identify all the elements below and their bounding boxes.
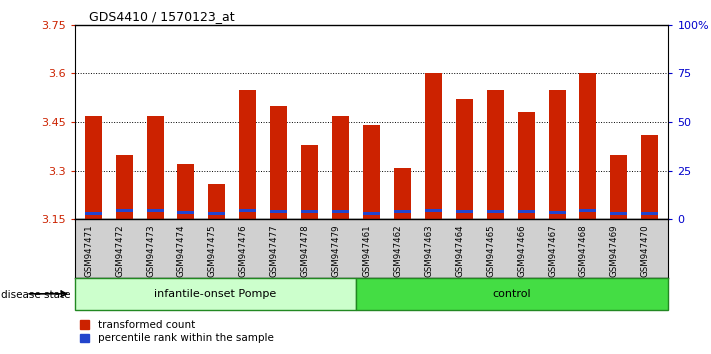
Text: GSM947466: GSM947466 bbox=[517, 224, 526, 277]
Text: GSM947478: GSM947478 bbox=[301, 224, 310, 277]
Bar bbox=[178, 164, 195, 219]
Bar bbox=[548, 90, 565, 219]
Text: GSM947470: GSM947470 bbox=[641, 224, 650, 277]
Text: GSM947464: GSM947464 bbox=[455, 224, 464, 277]
Text: GSM947475: GSM947475 bbox=[208, 224, 217, 277]
Bar bbox=[425, 73, 442, 219]
Bar bbox=[240, 209, 257, 212]
Bar bbox=[240, 90, 257, 219]
Text: GSM947461: GSM947461 bbox=[363, 224, 371, 277]
Text: GSM947465: GSM947465 bbox=[486, 224, 495, 277]
Bar bbox=[456, 99, 473, 219]
Text: disease state: disease state bbox=[1, 290, 71, 300]
Text: GSM947472: GSM947472 bbox=[115, 224, 124, 277]
Text: control: control bbox=[493, 289, 531, 299]
Bar bbox=[116, 209, 133, 212]
Bar bbox=[301, 145, 318, 219]
Bar bbox=[270, 210, 287, 213]
Bar bbox=[579, 73, 597, 219]
Text: GSM947462: GSM947462 bbox=[393, 224, 402, 277]
Bar bbox=[394, 167, 411, 219]
Text: GSM947469: GSM947469 bbox=[610, 224, 619, 277]
Bar bbox=[579, 209, 597, 212]
Bar bbox=[85, 212, 102, 215]
Bar bbox=[85, 116, 102, 219]
Bar bbox=[425, 209, 442, 212]
Bar bbox=[270, 106, 287, 219]
Text: GSM947468: GSM947468 bbox=[579, 224, 588, 277]
Bar bbox=[486, 210, 503, 213]
Bar bbox=[146, 116, 164, 219]
Bar bbox=[641, 212, 658, 215]
Bar bbox=[610, 212, 627, 215]
Legend: transformed count, percentile rank within the sample: transformed count, percentile rank withi… bbox=[80, 320, 274, 343]
Text: GSM947474: GSM947474 bbox=[177, 224, 186, 277]
Text: GSM947467: GSM947467 bbox=[548, 224, 557, 277]
Text: GSM947477: GSM947477 bbox=[269, 224, 279, 277]
Bar bbox=[363, 212, 380, 215]
Bar bbox=[518, 113, 535, 219]
Text: infantile-onset Pompe: infantile-onset Pompe bbox=[154, 289, 277, 299]
Text: GSM947476: GSM947476 bbox=[239, 224, 248, 277]
Bar bbox=[146, 209, 164, 212]
Bar bbox=[301, 210, 318, 213]
Bar bbox=[394, 210, 411, 213]
Bar bbox=[548, 211, 565, 214]
Bar bbox=[518, 210, 535, 213]
Bar bbox=[178, 211, 195, 214]
Bar bbox=[641, 135, 658, 219]
Text: GSM947473: GSM947473 bbox=[146, 224, 155, 277]
Bar bbox=[363, 125, 380, 219]
Text: GSM947471: GSM947471 bbox=[84, 224, 93, 277]
Bar bbox=[486, 90, 503, 219]
Bar bbox=[610, 155, 627, 219]
Bar bbox=[456, 210, 473, 213]
Bar bbox=[116, 155, 133, 219]
Text: GSM947479: GSM947479 bbox=[331, 224, 341, 277]
Bar bbox=[332, 210, 349, 213]
Bar bbox=[208, 184, 225, 219]
Bar bbox=[332, 116, 349, 219]
Text: GSM947463: GSM947463 bbox=[424, 224, 433, 277]
Bar bbox=[356, 278, 668, 310]
Bar bbox=[75, 278, 356, 310]
Text: GDS4410 / 1570123_at: GDS4410 / 1570123_at bbox=[89, 10, 235, 23]
Bar bbox=[208, 212, 225, 215]
